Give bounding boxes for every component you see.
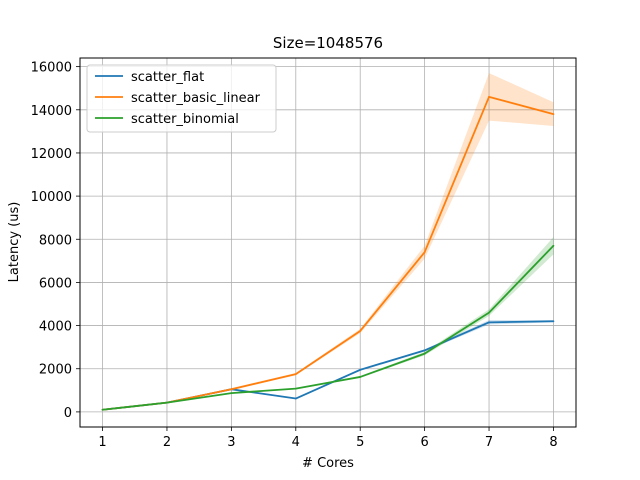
y-tick-label: 10000 [31, 190, 72, 205]
y-tick-label: 8000 [39, 233, 72, 248]
scatter-basic-linear-point [488, 95, 490, 98]
x-tick-label: 6 [420, 435, 428, 450]
scatter-binomial-point [423, 352, 426, 355]
y-axis-ticks: 0 2000 4000 6000 8000 10000 12000 14000 16000 [31, 61, 80, 421]
scatter-binomial-point [166, 401, 168, 404]
scatter-binomial-point [101, 408, 104, 411]
y-axis-title: Latency (us) [7, 202, 22, 283]
scatter-basic-linear-confidence-band [102, 73, 554, 410]
y-tick-label: 4000 [39, 320, 72, 335]
legend-box [86, 64, 277, 133]
x-tick-label: 4 [292, 435, 300, 450]
scatter-basic-linear-point [552, 113, 555, 116]
scatter-flat-point [552, 320, 555, 323]
scatter-binomial-point [359, 376, 362, 378]
scatter-basic-linear-point [423, 251, 426, 254]
series-lines [101, 95, 555, 411]
scatter-binomial-line [102, 245, 555, 411]
x-tick-label: 5 [356, 435, 364, 450]
scatter-basic-linear-point [359, 330, 362, 332]
y-tick-label: 2000 [39, 363, 72, 378]
scatter-basic-linear-point [294, 373, 297, 376]
scatter-binomial-point [294, 387, 297, 390]
y-tick-label: 0 [64, 406, 72, 421]
y-tick-label: 14000 [31, 104, 72, 119]
scatter-flat-point [423, 349, 426, 352]
x-tick-label: 3 [227, 435, 235, 450]
scatter-flat-point [488, 321, 490, 324]
scatter-flat-point [359, 368, 362, 371]
legend-label-scatter-basic-linear: scatter_basic_linear [131, 91, 261, 106]
scatter-binomial-point [230, 392, 233, 395]
legend-label-scatter-flat: scatter_flat [131, 70, 204, 85]
x-tick-label: 2 [163, 435, 171, 450]
legend-label-scatter-binomial: scatter_binomial [131, 112, 239, 127]
legend: scatter_flat scatter_basic_linear scatter_… [86, 64, 277, 133]
y-tick-label: 12000 [31, 147, 72, 162]
scatter-flat-point [294, 397, 297, 400]
x-tick-label: 1 [98, 435, 106, 450]
x-axis-title: # Cores [302, 456, 354, 471]
y-tick-label: 6000 [39, 276, 72, 291]
chart-title: Size=1048576 [273, 34, 383, 52]
plot-frame [79, 57, 577, 428]
x-tick-label: 7 [485, 435, 493, 450]
x-axis-ticks: 1 2 3 4 5 6 7 8 [98, 427, 558, 450]
scatter-binomial-point [552, 244, 555, 247]
scatter-binomial-point [488, 311, 490, 314]
y-tick-label: 16000 [31, 61, 72, 76]
scatter-basic-linear-point [230, 388, 233, 391]
x-tick-label: 8 [549, 435, 557, 450]
